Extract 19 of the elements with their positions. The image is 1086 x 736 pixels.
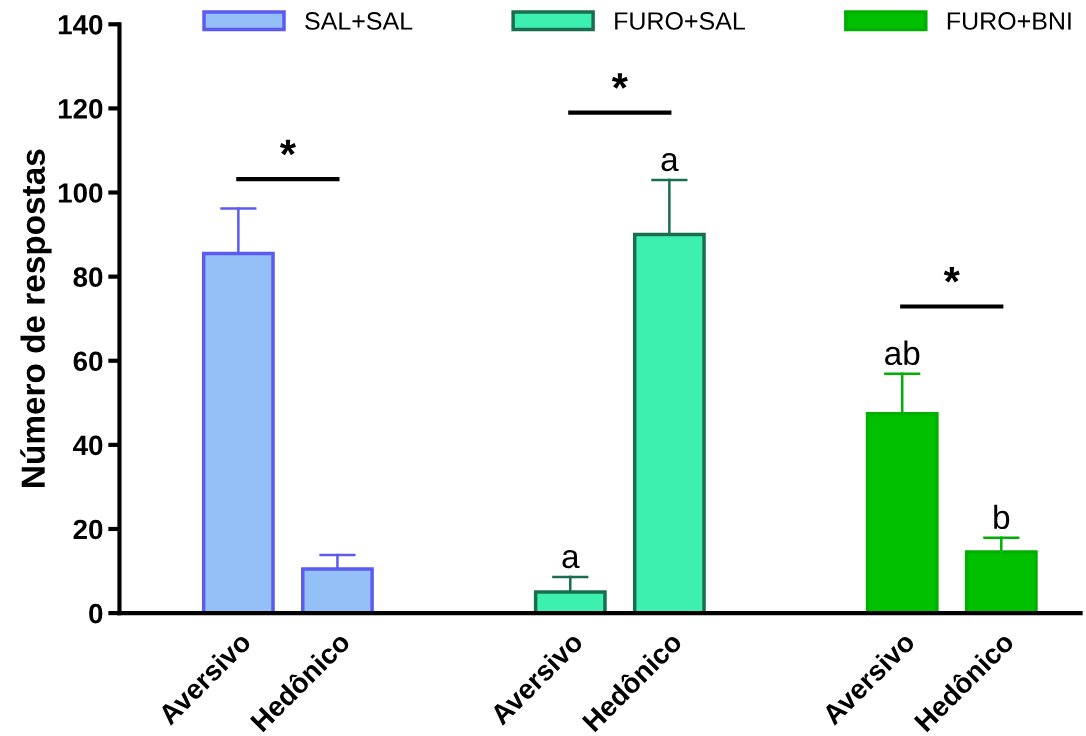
data-label: b <box>994 504 1010 530</box>
y-tick-label: 40 <box>73 435 103 456</box>
y-tick-label: 60 <box>73 351 103 372</box>
y-axis-title: Número de respostas <box>20 149 52 487</box>
legend-label: FURO+BNI <box>947 12 1071 30</box>
annotation: * <box>943 267 960 283</box>
data-label: a <box>562 549 580 569</box>
legend-label: SAL+SAL <box>305 12 413 30</box>
y-tick-label: 120 <box>58 99 103 119</box>
y-tick-label: 80 <box>73 267 103 287</box>
data-label: a <box>661 152 679 172</box>
y-tick-label: 100 <box>58 183 103 203</box>
y-tick-label: 0 <box>89 603 103 624</box>
data-label: ab <box>885 340 920 366</box>
y-tick-label: 20 <box>73 519 103 540</box>
annotation: * <box>279 139 296 156</box>
y-tick-label: 140 <box>58 14 103 35</box>
annotation: * <box>611 73 628 89</box>
legend-label: FURO+SAL <box>615 12 745 30</box>
